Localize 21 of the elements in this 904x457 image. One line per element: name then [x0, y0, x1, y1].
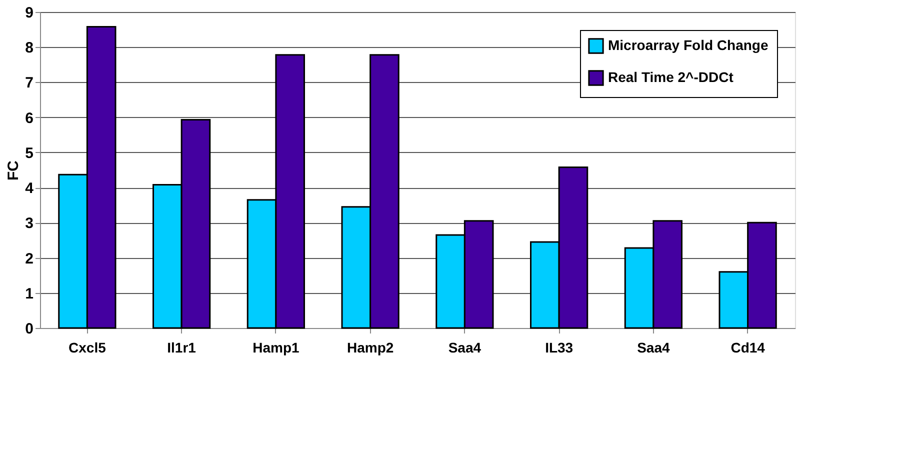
- y-tick-label: 6: [25, 110, 34, 127]
- y-tick-label: 5: [25, 144, 34, 162]
- y-axis-title: FC: [5, 160, 22, 180]
- y-tick-label: 9: [25, 4, 34, 22]
- x-tick-label: IL33: [545, 340, 574, 356]
- x-tick-label: Saa4: [637, 340, 670, 356]
- x-tick-label: Hamp1: [252, 340, 300, 356]
- y-tick-label: 2: [25, 250, 34, 268]
- legend-label: Real Time 2^-DDCt: [608, 69, 734, 85]
- y-tick-label: 4: [25, 180, 34, 198]
- x-tick-label: Il1r1: [167, 340, 196, 356]
- y-tick-label: 8: [25, 40, 34, 57]
- x-tick-label: Saa4: [448, 340, 482, 356]
- x-tick-label: Cxcl5: [68, 340, 106, 356]
- y-tick-label: 3: [25, 215, 34, 232]
- x-tick-label: Cd14: [730, 340, 766, 356]
- x-tick-label: Hamp2: [346, 340, 394, 356]
- y-tick-label: 7: [25, 74, 34, 92]
- y-tick-label: 0: [25, 320, 34, 338]
- y-tick-label: 1: [25, 285, 34, 302]
- legend-label: Microarray Fold Change: [608, 37, 768, 53]
